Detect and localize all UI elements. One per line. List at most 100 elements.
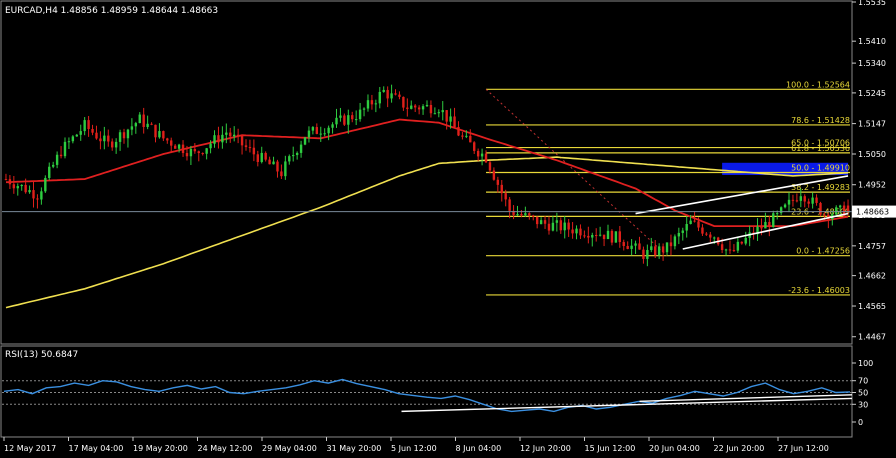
candle-body[interactable] <box>673 236 677 247</box>
candle-body[interactable] <box>225 132 228 135</box>
candle-body[interactable] <box>614 231 618 243</box>
candle-body[interactable] <box>288 156 291 162</box>
candle-body[interactable] <box>295 152 299 156</box>
candle-body[interactable] <box>665 242 669 253</box>
candle-body[interactable] <box>669 242 673 247</box>
candle-body[interactable] <box>768 221 771 227</box>
candle-body[interactable] <box>791 199 795 201</box>
candle-body[interactable] <box>476 150 480 157</box>
candle-body[interactable] <box>492 170 496 180</box>
candle-body[interactable] <box>315 127 319 134</box>
candle-body[interactable] <box>122 132 126 139</box>
candle-body[interactable] <box>539 220 543 225</box>
candle-body[interactable] <box>410 105 413 109</box>
candle-body[interactable] <box>311 127 315 131</box>
candle-body[interactable] <box>303 137 307 145</box>
candle-body[interactable] <box>654 246 657 256</box>
candle-body[interactable] <box>547 223 551 231</box>
candle-body[interactable] <box>779 207 783 214</box>
candle-body[interactable] <box>622 242 625 247</box>
candle-body[interactable] <box>823 214 826 216</box>
candle-body[interactable] <box>107 135 110 142</box>
candle-body[interactable] <box>642 249 645 259</box>
candle-body[interactable] <box>166 138 169 141</box>
candle-body[interactable] <box>425 104 429 107</box>
candle-body[interactable] <box>835 207 838 215</box>
candle-body[interactable] <box>591 234 594 238</box>
candle-body[interactable] <box>626 246 629 249</box>
candle-body[interactable] <box>437 112 441 114</box>
candle-body[interactable] <box>103 135 106 142</box>
candle-body[interactable] <box>335 117 338 125</box>
candle-body[interactable] <box>720 244 724 250</box>
candle-body[interactable] <box>803 196 806 202</box>
candle-body[interactable] <box>276 161 279 172</box>
candle-body[interactable] <box>661 246 665 253</box>
candle-body[interactable] <box>307 130 311 138</box>
candle-body[interactable] <box>378 91 381 104</box>
candle-body[interactable] <box>807 201 810 204</box>
candle-body[interactable] <box>681 230 684 233</box>
candle-body[interactable] <box>760 226 763 229</box>
candle-body[interactable] <box>480 153 484 157</box>
candle-body[interactable] <box>347 115 350 125</box>
candle-body[interactable] <box>272 161 275 165</box>
candle-body[interactable] <box>473 142 476 151</box>
candle-body[interactable] <box>606 230 610 240</box>
candle-body[interactable] <box>551 222 555 231</box>
candle-body[interactable] <box>221 134 224 143</box>
candle-body[interactable] <box>36 198 39 200</box>
candle-body[interactable] <box>173 145 177 149</box>
rsi-trendline[interactable] <box>401 397 853 413</box>
candle-body[interactable] <box>441 110 444 113</box>
candle-body[interactable] <box>776 213 779 215</box>
candle-body[interactable] <box>55 154 59 165</box>
candle-body[interactable] <box>114 141 118 148</box>
candle-body[interactable] <box>284 161 287 177</box>
candle-body[interactable] <box>701 227 704 234</box>
candle-body[interactable] <box>79 131 82 135</box>
candle-body[interactable] <box>394 93 397 95</box>
candle-body[interactable] <box>260 152 263 162</box>
candle-body[interactable] <box>339 115 342 118</box>
candle-body[interactable] <box>516 214 519 216</box>
candle-body[interactable] <box>87 120 90 129</box>
candle-body[interactable] <box>724 249 728 251</box>
candle-body[interactable] <box>44 177 47 192</box>
candle-body[interactable] <box>559 220 562 231</box>
candle-body[interactable] <box>111 141 114 148</box>
candle-body[interactable] <box>292 155 295 157</box>
candle-body[interactable] <box>63 141 67 157</box>
candle-body[interactable] <box>193 149 197 152</box>
candle-body[interactable] <box>484 153 488 163</box>
candle-body[interactable] <box>469 135 472 143</box>
candle-body[interactable] <box>740 241 743 244</box>
candle-body[interactable] <box>138 114 141 124</box>
candle-body[interactable] <box>504 193 507 200</box>
candle-body[interactable] <box>579 228 582 236</box>
candle-body[interactable] <box>185 153 189 157</box>
trendline[interactable] <box>635 175 849 215</box>
candle-body[interactable] <box>67 141 71 143</box>
candle-body[interactable] <box>20 184 23 187</box>
candle-body[interactable] <box>693 220 696 222</box>
candle-body[interactable] <box>488 162 492 171</box>
trendlines[interactable] <box>635 175 849 250</box>
candle-body[interactable] <box>838 205 842 208</box>
candle-body[interactable] <box>508 199 511 211</box>
candle-body[interactable] <box>12 184 16 189</box>
candle-body[interactable] <box>71 136 75 142</box>
candle-body[interactable] <box>75 134 78 137</box>
candle-body[interactable] <box>386 89 389 99</box>
candle-body[interactable] <box>445 110 448 122</box>
candle-body[interactable] <box>685 224 688 231</box>
candle-body[interactable] <box>362 108 366 110</box>
candle-body[interactable] <box>382 89 385 92</box>
candle-body[interactable] <box>366 100 370 109</box>
candle-body[interactable] <box>571 229 574 234</box>
candle-body[interactable] <box>142 114 145 127</box>
candle-body[interactable] <box>764 221 767 229</box>
candle-body[interactable] <box>280 171 283 177</box>
candle-body[interactable] <box>177 144 181 149</box>
candle-body[interactable] <box>51 164 55 167</box>
